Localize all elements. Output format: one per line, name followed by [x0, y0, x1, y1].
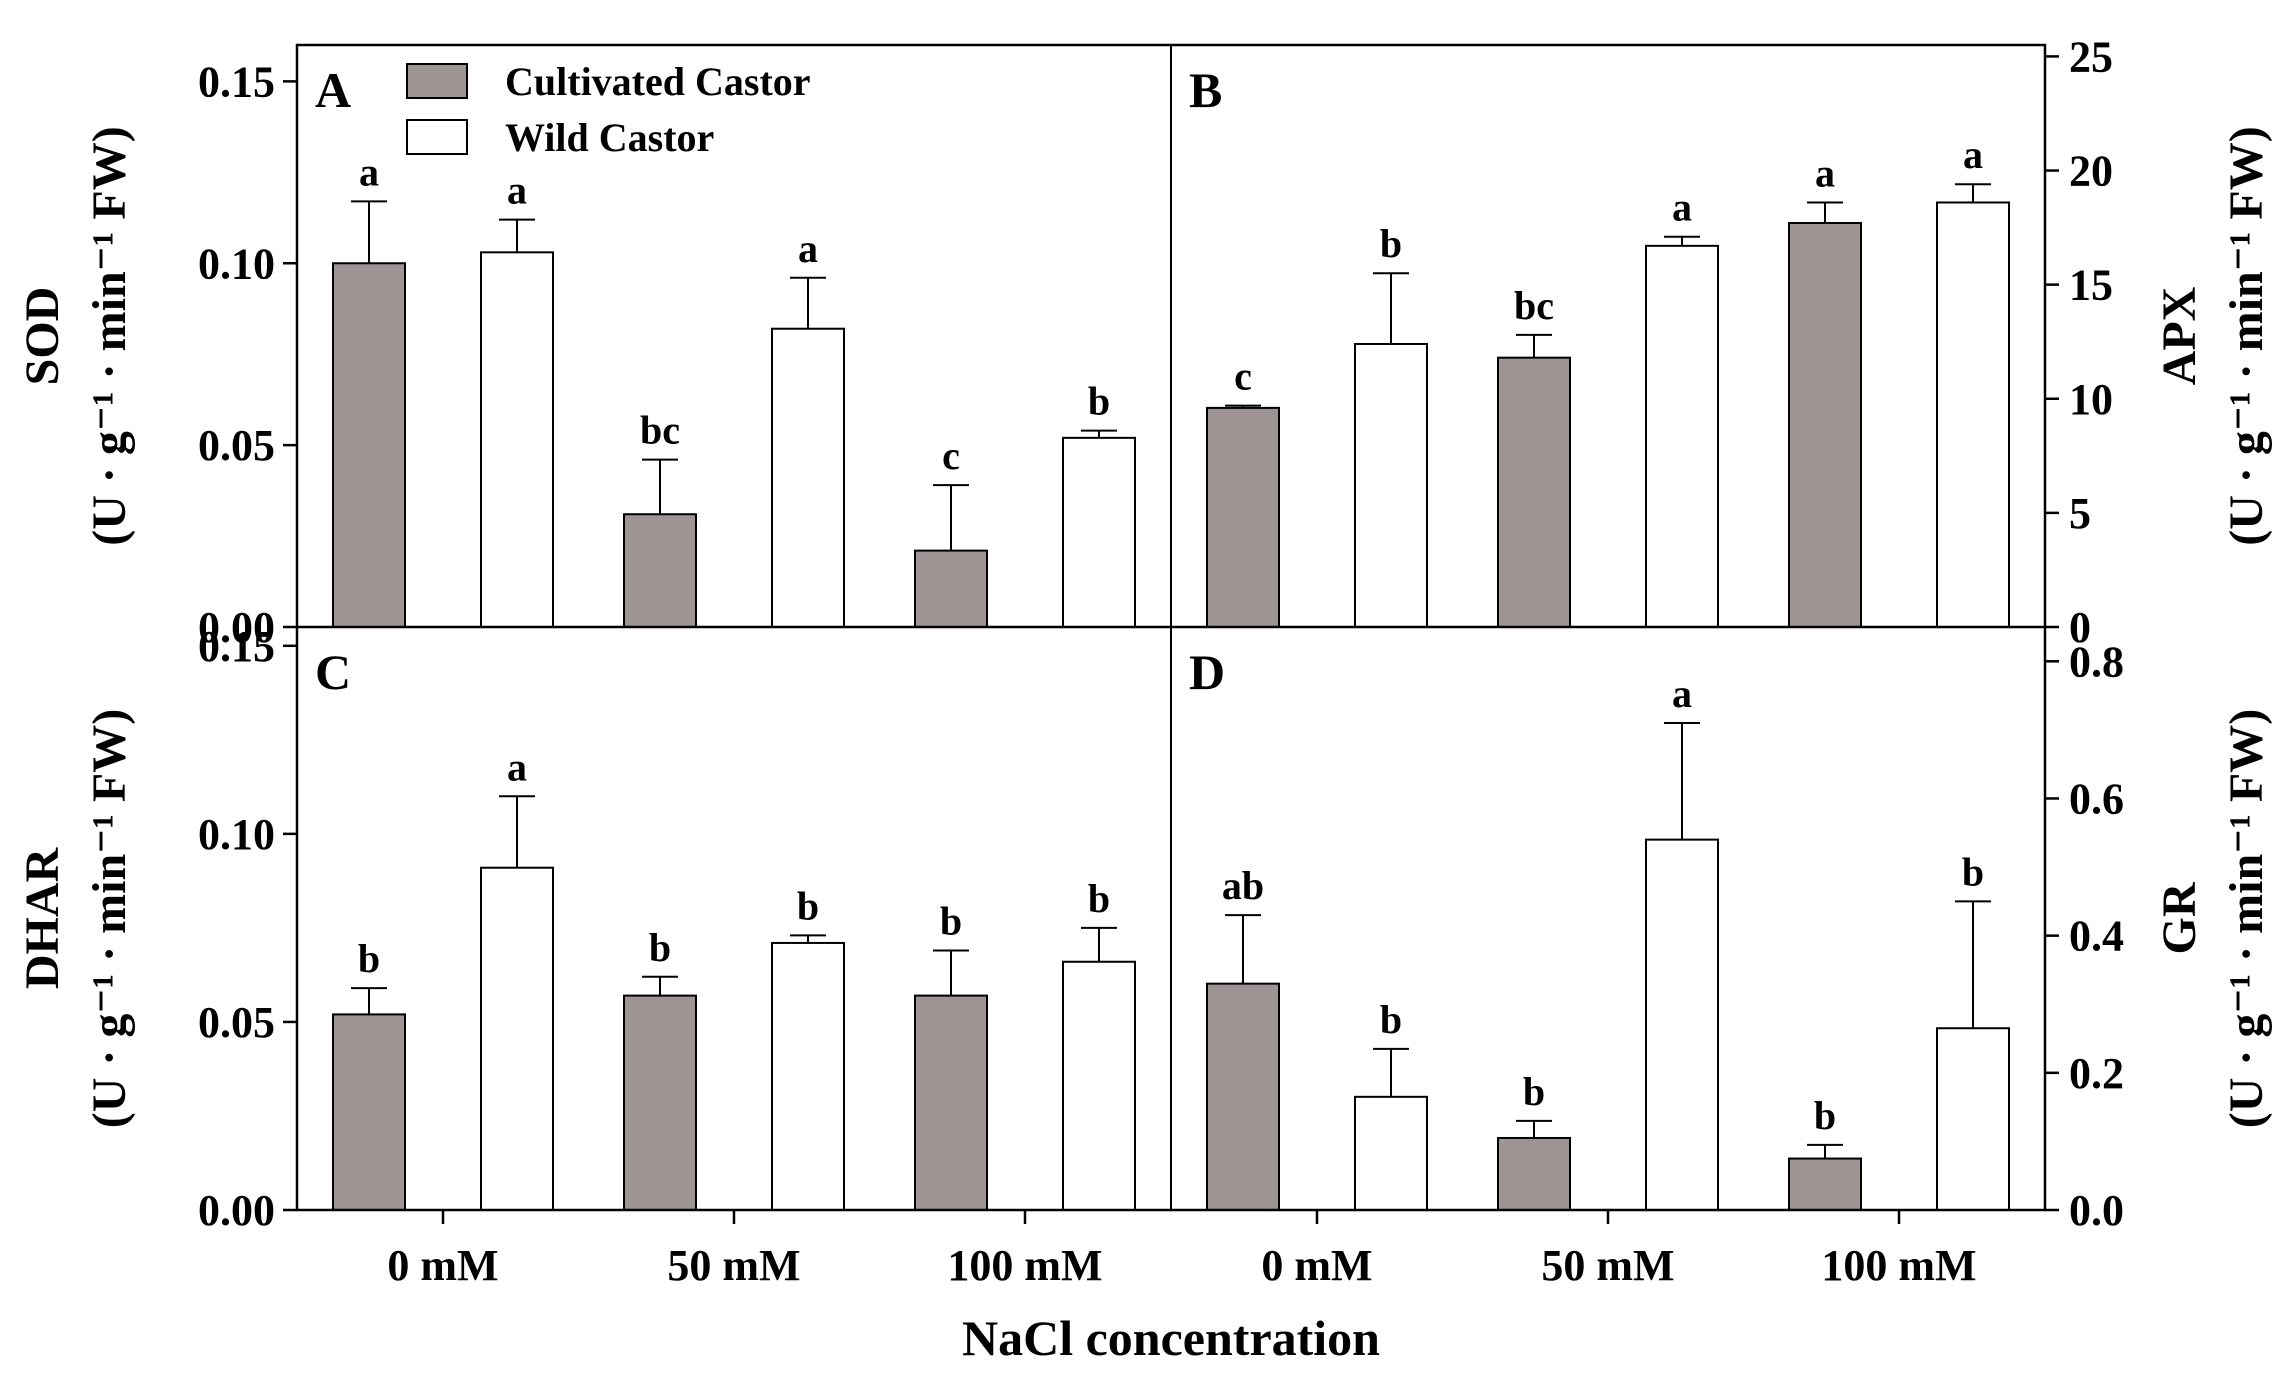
- bar-d-100mm-cultivated: [1788, 1157, 1862, 1212]
- sig-letter-c-1-0: b: [649, 925, 671, 970]
- panel-label-b: B: [1189, 62, 1222, 118]
- y-axis-title-b: APX: [2153, 286, 2206, 385]
- bar-c-0mm-wild: [480, 866, 554, 1211]
- sig-letter-b-1-1: a: [1672, 185, 1692, 230]
- bar-d-0mm-cultivated: [1206, 982, 1280, 1211]
- bar-a-0mm-cultivated: [332, 262, 406, 628]
- y-tick-label-b-5: 25: [2069, 32, 2113, 81]
- bar-a-50mm-wild: [771, 327, 845, 628]
- bar-a-100mm-wild: [1062, 436, 1136, 628]
- sig-letter-d-1-1: a: [1672, 671, 1692, 716]
- bar-c-0mm-cultivated: [332, 1013, 406, 1211]
- legend-label-cultivated: Cultivated Castor: [505, 59, 811, 104]
- x-tick-label-d-0: 0 mM: [1261, 1241, 1372, 1290]
- bar-d-50mm-cultivated: [1497, 1136, 1571, 1211]
- y-tick-label-a-0: 0.00: [198, 603, 275, 652]
- y-tick-label-d-0: 0.0: [2069, 1186, 2124, 1235]
- y-tick-label-a-2: 0.10: [198, 239, 275, 288]
- sig-letter-b-0-1: b: [1380, 221, 1402, 266]
- sig-letter-c-1-1: b: [797, 883, 819, 928]
- y-tick-label-c-1: 0.05: [198, 998, 275, 1047]
- x-axis-title: NaCl concentration: [962, 1310, 1380, 1366]
- bar-b-50mm-cultivated: [1497, 356, 1571, 628]
- panel-label-a: A: [315, 62, 351, 118]
- y-axis-title-a: SOD: [16, 287, 69, 386]
- y-tick-label-b-3: 15: [2069, 261, 2113, 310]
- bar-d-100mm-wild: [1936, 1027, 2010, 1212]
- y-axis-unit-c: (U · g⁻¹ · min⁻¹ FW): [83, 709, 136, 1128]
- y-axis-title-d: GR: [2153, 881, 2206, 954]
- sig-letter-b-1-0: bc: [1514, 283, 1554, 328]
- sig-letter-a-0-0: a: [359, 149, 379, 194]
- bar-b-100mm-wild: [1936, 201, 2010, 628]
- sig-letter-d-1-0: b: [1523, 1069, 1545, 1114]
- sig-letter-b-2-0: a: [1815, 150, 1835, 195]
- y-tick-label-c-0: 0.00: [198, 1186, 275, 1235]
- x-tick-label-c-1: 50 mM: [667, 1241, 800, 1290]
- bar-c-50mm-wild: [771, 941, 845, 1211]
- sig-letter-c-0-0: b: [358, 936, 380, 981]
- y-tick-label-d-2: 0.4: [2069, 912, 2124, 961]
- x-tick-label-c-0: 0 mM: [387, 1241, 498, 1290]
- y-tick-label-b-4: 20: [2069, 147, 2113, 196]
- legend-swatch-wild: [406, 119, 468, 155]
- bar-c-100mm-cultivated: [914, 994, 988, 1211]
- sig-letter-d-2-1: b: [1962, 849, 1984, 894]
- y-tick-label-d-3: 0.6: [2069, 774, 2124, 823]
- bar-d-50mm-wild: [1645, 838, 1719, 1211]
- y-axis-unit-a: (U · g⁻¹ · min⁻¹ FW): [83, 126, 136, 545]
- y-axis-unit-b: (U · g⁻¹ · min⁻¹ FW): [2220, 126, 2273, 545]
- sig-letter-a-1-0: bc: [640, 408, 680, 453]
- sig-letter-a-2-1: b: [1088, 379, 1110, 424]
- sig-letter-c-2-0: b: [940, 898, 962, 943]
- sig-letter-d-0-1: b: [1380, 997, 1402, 1042]
- panel-label-d: D: [1189, 644, 1225, 700]
- bar-d-0mm-wild: [1354, 1095, 1428, 1212]
- legend: Cultivated Castor Wild Castor: [406, 59, 811, 160]
- sig-letter-c-0-1: a: [507, 744, 527, 789]
- sig-letter-d-2-0: b: [1814, 1093, 1836, 1138]
- bar-b-100mm-cultivated: [1788, 222, 1862, 628]
- legend-swatch-cultivated: [406, 63, 468, 99]
- bar-c-100mm-wild: [1062, 960, 1136, 1211]
- x-tick-label-d-1: 50 mM: [1541, 1241, 1674, 1290]
- x-tick-label-d-2: 100 mM: [1821, 1241, 1976, 1290]
- y-tick-label-c-2: 0.10: [198, 810, 275, 859]
- x-tick-label-c-2: 100 mM: [947, 1241, 1102, 1290]
- sig-letter-a-2-0: c: [942, 433, 960, 478]
- y-tick-label-c-3: 0.15: [198, 622, 275, 671]
- sig-letter-a-0-1: a: [507, 168, 527, 213]
- sig-letter-d-0-0: ab: [1222, 863, 1264, 908]
- y-tick-label-d-1: 0.2: [2069, 1049, 2124, 1098]
- y-axis-title-c: DHAR: [16, 847, 69, 990]
- sig-letter-c-2-1: b: [1088, 876, 1110, 921]
- bar-b-50mm-wild: [1645, 244, 1719, 629]
- y-tick-label-b-2: 10: [2069, 375, 2113, 424]
- sig-letter-b-2-1: a: [1963, 132, 1983, 177]
- bar-a-0mm-wild: [480, 251, 554, 628]
- y-tick-label-a-1: 0.05: [198, 421, 275, 470]
- bar-b-0mm-wild: [1354, 342, 1428, 628]
- y-axis-unit-d: (U · g⁻¹ · min⁻¹ FW): [2220, 709, 2273, 1128]
- bar-a-50mm-cultivated: [623, 513, 697, 628]
- sig-letter-b-0-0: c: [1234, 354, 1252, 399]
- y-tick-label-a-3: 0.15: [198, 57, 275, 106]
- y-tick-label-b-0: 0: [2069, 603, 2091, 652]
- bar-b-0mm-cultivated: [1206, 406, 1280, 628]
- y-tick-label-b-1: 5: [2069, 489, 2091, 538]
- bar-a-100mm-cultivated: [914, 549, 988, 628]
- sig-letter-a-1-1: a: [798, 226, 818, 271]
- y-tick-label-d-4: 0.8: [2069, 637, 2124, 686]
- panel-label-c: C: [315, 644, 351, 700]
- legend-label-wild: Wild Castor: [505, 115, 714, 160]
- bar-c-50mm-cultivated: [623, 994, 697, 1211]
